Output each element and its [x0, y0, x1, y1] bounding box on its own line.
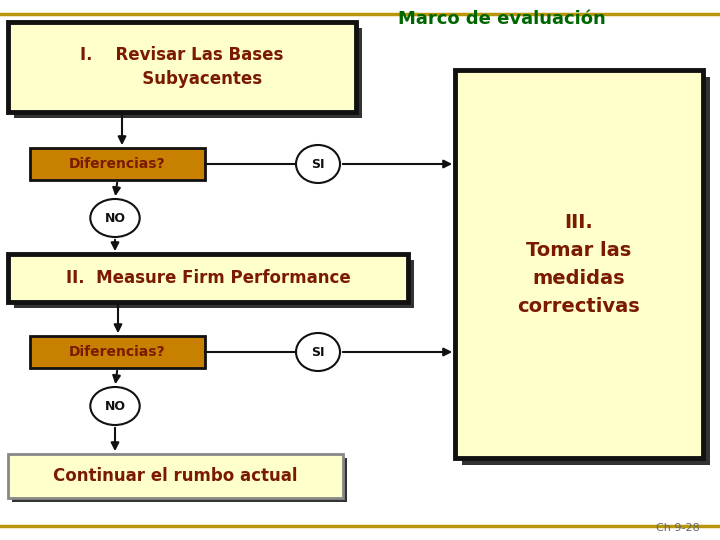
- FancyBboxPatch shape: [30, 148, 205, 180]
- FancyBboxPatch shape: [455, 70, 703, 458]
- Ellipse shape: [90, 387, 140, 425]
- FancyBboxPatch shape: [8, 254, 408, 302]
- Text: Diferencias?: Diferencias?: [69, 345, 166, 359]
- FancyBboxPatch shape: [14, 28, 362, 118]
- Text: Diferencias?: Diferencias?: [69, 157, 166, 171]
- Text: II.  Measure Firm Performance: II. Measure Firm Performance: [66, 269, 351, 287]
- FancyBboxPatch shape: [8, 22, 356, 112]
- FancyBboxPatch shape: [30, 336, 205, 368]
- Ellipse shape: [296, 145, 340, 183]
- Text: Ch 9-28: Ch 9-28: [656, 523, 700, 533]
- FancyBboxPatch shape: [8, 454, 343, 498]
- Ellipse shape: [296, 333, 340, 371]
- Ellipse shape: [90, 199, 140, 237]
- Text: I.    Revisar Las Bases
       Subyacentes: I. Revisar Las Bases Subyacentes: [81, 45, 284, 89]
- Text: Continuar el rumbo actual: Continuar el rumbo actual: [53, 467, 298, 485]
- FancyBboxPatch shape: [14, 260, 414, 308]
- Text: SI: SI: [311, 158, 325, 171]
- Text: III.
Tomar las
medidas
correctivas: III. Tomar las medidas correctivas: [518, 213, 640, 315]
- Text: SI: SI: [311, 346, 325, 359]
- Text: NO: NO: [104, 212, 125, 225]
- FancyBboxPatch shape: [12, 458, 347, 502]
- FancyBboxPatch shape: [462, 77, 710, 465]
- Text: Marco de evaluación: Marco de evaluación: [398, 10, 606, 28]
- Text: NO: NO: [104, 400, 125, 413]
